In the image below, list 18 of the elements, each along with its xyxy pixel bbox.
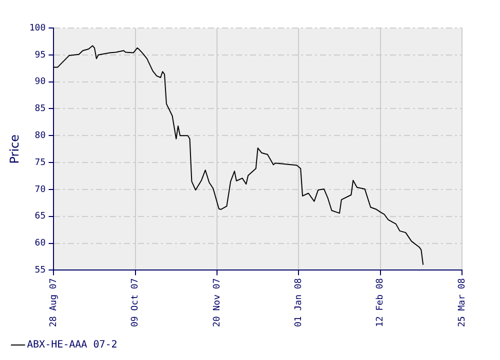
y-tick-label: 55	[34, 266, 46, 276]
legend-label: ABX-HE-AAA 07-2	[27, 340, 118, 351]
y-tick-label: 85	[34, 104, 46, 114]
x-tick-label: 12 Feb 08	[376, 278, 386, 328]
x-tick-label: 20 Nov 07	[212, 278, 222, 328]
y-tick-label: 90	[34, 77, 46, 88]
y-tick-label: 65	[34, 212, 46, 222]
x-tick-label: 25 Mar 08	[457, 278, 468, 328]
y-tick-label: 95	[34, 50, 46, 60]
x-tick-label: 01 Jan 08	[294, 278, 304, 328]
y-tick-label: 100	[29, 23, 46, 34]
y-tick-label: 80	[34, 131, 46, 142]
y-axis-title: Price	[7, 134, 22, 164]
y-tick-label: 60	[34, 238, 46, 249]
y-tick-label: 70	[34, 184, 46, 195]
x-tick-label: 28 Aug 07	[49, 278, 59, 328]
y-tick-label: 75	[34, 158, 46, 168]
x-tick-label: 09 Oct 07	[130, 278, 141, 328]
